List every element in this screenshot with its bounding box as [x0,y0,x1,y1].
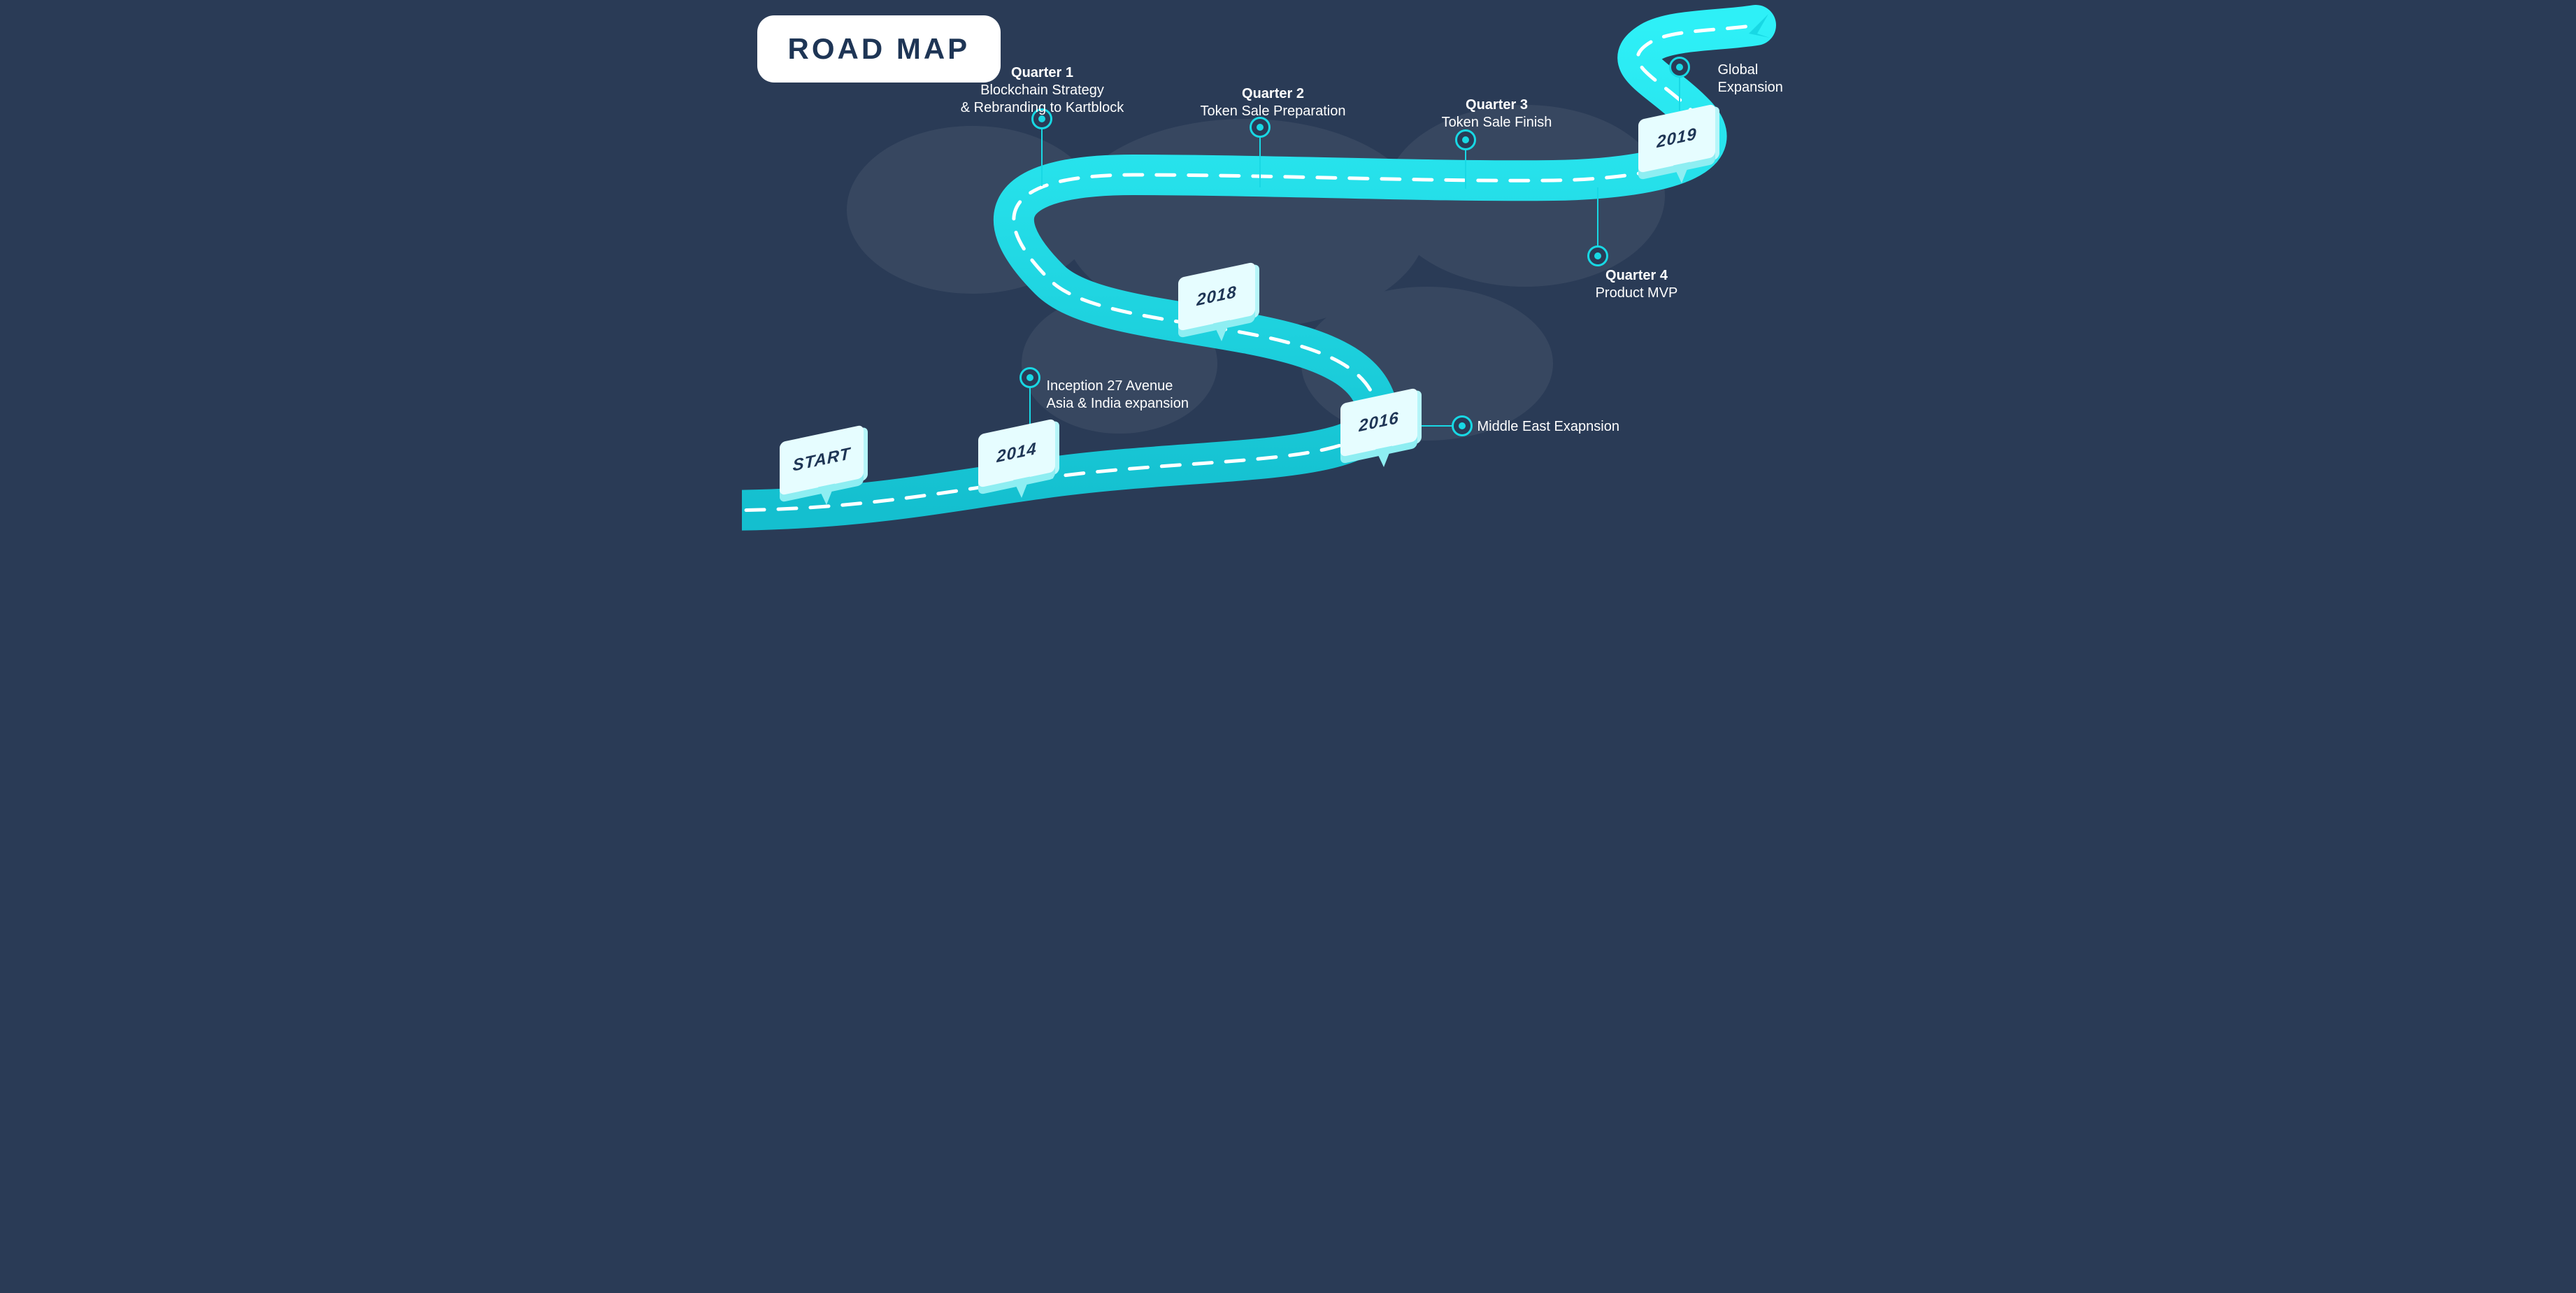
milestone-label: Quarter 3Token Sale Finish [1413,97,1581,131]
milestone-pin [1041,119,1043,186]
label-body: Blockchain Strategy& Rebranding to Kartb… [959,82,1126,117]
label-body: Inception 27 AvenueAsia & India expansio… [1047,378,1189,413]
milestone-label: Quarter 1Blockchain Strategy& Rebranding… [959,64,1126,117]
milestone-sign: 2016 [1340,396,1417,449]
label-body: Middle East Exapnsion [1477,418,1619,436]
milestone-label: Quarter 4Product MVP [1553,267,1721,302]
milestone-label: GlobalExpansion [1718,62,1783,97]
sign-tail-icon [1673,162,1690,185]
sign-tail-icon [818,483,835,506]
label-body: Token Sale Finish [1413,114,1581,131]
label-title: Quarter 3 [1413,97,1581,114]
pin-ring-icon [1019,367,1040,388]
pin-ring-icon [1452,415,1473,436]
milestone-sign: 2018 [1178,270,1255,323]
milestone-sign: START [780,434,864,487]
label-body: Product MVP [1553,285,1721,302]
pin-ring-icon [1455,129,1476,150]
milestone-pin [1679,67,1680,110]
milestone-pin [1420,425,1462,427]
pin-ring-icon [1587,245,1608,266]
milestone-pin [1465,140,1466,189]
milestone-sign: 2019 [1638,112,1715,165]
milestone-label: Inception 27 AvenueAsia & India expansio… [1047,378,1189,413]
milestone-sign: 2014 [978,427,1055,480]
label-title: Quarter 2 [1189,85,1357,103]
sign-tail-icon [1013,476,1030,499]
label-title: Quarter 1 [959,64,1126,82]
milestone-pin [1597,187,1598,256]
label-body: Token Sale Preparation [1189,103,1357,120]
milestone-label: Middle East Exapnsion [1477,418,1619,436]
roadmap-stage: ROAD MAP START 2014 2016 2018 2019 Inception… [742,0,1835,548]
pin-ring-icon [1669,57,1690,78]
label-title: Quarter 4 [1553,267,1721,285]
sign-tail-icon [1213,320,1230,343]
title-text: ROAD MAP [788,32,971,65]
sign-tail-icon [1375,445,1392,469]
label-body: GlobalExpansion [1718,62,1783,97]
milestone-pin [1259,127,1261,187]
milestone-label: Quarter 2Token Sale Preparation [1189,85,1357,120]
